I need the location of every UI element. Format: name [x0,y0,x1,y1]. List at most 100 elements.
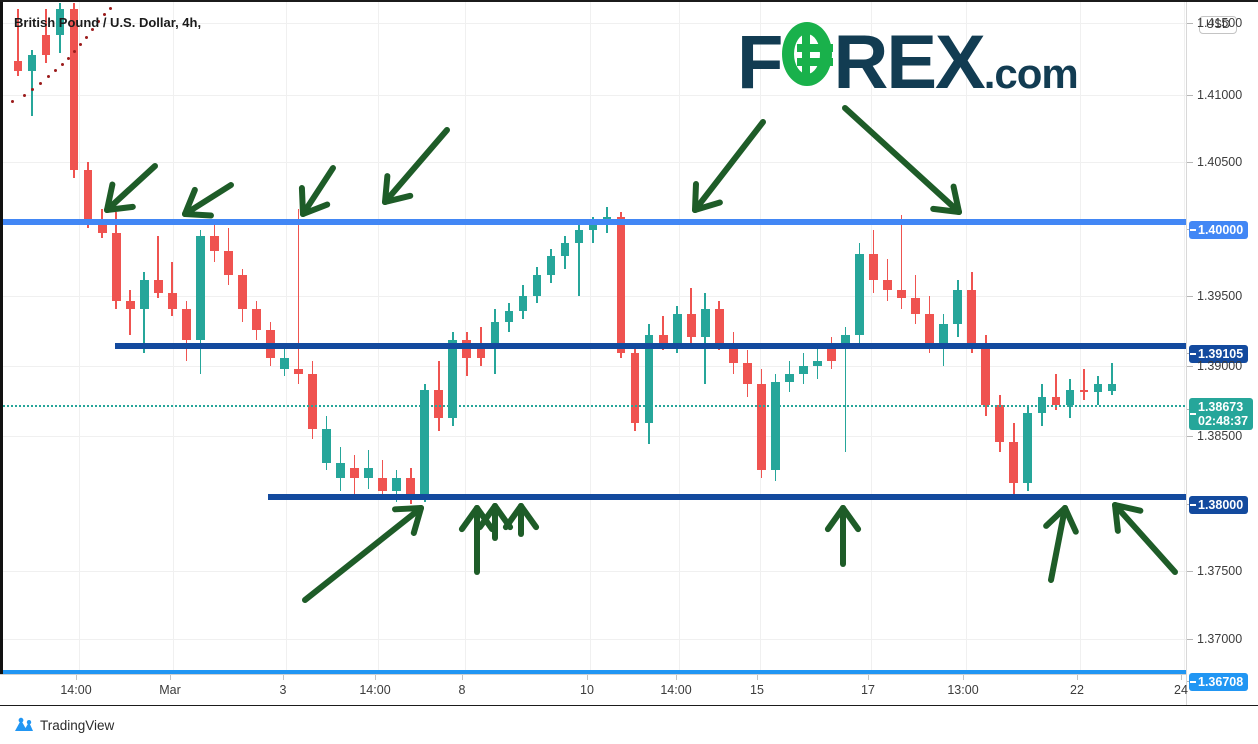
price-badge-value: 1.40000 [1198,223,1244,237]
time-axis-label: 14:00 [660,683,692,697]
time-axis-label: 14:00 [359,683,391,697]
sar-dot [11,100,15,104]
sar-dot [47,75,51,79]
support-1-38000[interactable] [268,494,1186,500]
badge-dash-icon [1190,504,1196,506]
sar-dot [61,63,65,67]
sar-dot [109,7,113,11]
logo-dotcom: .com [983,50,1079,97]
price-badge-value: 1.39105 [1198,347,1244,361]
vertical-gridline [590,2,591,674]
horizontal-gridline [3,571,1186,572]
up-arrow-3 [476,503,514,541]
time-axis-label: 3 [279,683,287,697]
sar-dot [54,69,58,73]
down-arrow-2 [182,182,234,219]
price-badge[interactable]: 1.38673 02:48:37 [1189,398,1254,430]
horizontal-gridline [3,23,1186,24]
time-axis[interactable]: 14:00 Mar 3 14:00 8 10 14:00 15 17 13:00 22 24 [0,674,1188,705]
horizontal-gridline [3,95,1186,96]
down-arrow-3 [298,165,336,217]
footer-bar: TradingView [0,706,1258,744]
price-badge[interactable]: 1.38000 [1189,496,1249,514]
chart-plot-area[interactable] [0,2,1186,674]
price-badge-value: 1.38000 [1198,498,1244,512]
time-tick [757,675,758,680]
time-tick [587,675,588,680]
price-badge[interactable]: 1.40000 [1189,221,1249,239]
up-arrow-6 [1043,505,1079,583]
time-axis-label: 14:00 [60,683,92,697]
time-tick [283,675,284,680]
time-axis-label: 13:00 [947,683,979,697]
price-tick [1187,162,1193,163]
time-tick [170,675,171,680]
time-axis-label: 8 [458,683,466,697]
sar-dot [23,94,27,98]
price-tick [1187,296,1193,297]
resistance-1-40000[interactable] [3,219,1186,225]
time-axis-label: 24 [1174,683,1188,697]
support-1-39105[interactable] [115,343,1186,349]
tradingview-logo-icon [15,717,33,731]
horizontal-gridline [3,639,1186,640]
up-arrow-5 [824,505,862,567]
vertical-gridline [1080,2,1081,674]
time-tick [868,675,869,680]
time-tick [963,675,964,680]
tradingview-label: TradingView [40,717,115,733]
price-badge[interactable]: 1.36708 [1189,673,1249,691]
price-tick [1187,571,1193,572]
sar-dot [79,43,83,47]
sar-dot [73,50,77,54]
sar-dot [103,13,107,17]
down-arrow-4 [382,127,450,205]
price-tick [1187,23,1193,24]
price-axis-label: 1.38500 [1197,429,1243,443]
annotation-arrows [104,105,1178,603]
time-axis-label: Mar [159,683,181,697]
price-axis-label: 1.41000 [1197,88,1243,102]
price-axis-label: 1.40500 [1197,155,1243,169]
time-tick [462,675,463,680]
price-tick [1187,95,1193,96]
price-tick [1187,436,1193,437]
time-tick [1077,675,1078,680]
up-arrow-7 [1112,502,1178,575]
down-arrow-5 [692,119,766,213]
badge-dash-icon [1190,353,1196,355]
price-badge[interactable]: 1.39105 [1189,345,1249,363]
sar-dot [85,36,89,40]
vertical-gridline [760,2,761,674]
price-axis[interactable]: USD 1.41500 1.41000 1.40500 1.40000 1.39500 1… [1186,2,1258,705]
currency-badge: USD [1199,16,1238,34]
horizontal-gridline [3,162,1186,163]
down-arrow-1 [104,163,158,213]
vertical-gridline [465,2,466,674]
sar-dot [39,82,43,86]
vertical-gridline [1184,2,1185,674]
time-tick [1181,675,1182,680]
up-arrow-4 [502,503,540,537]
sar-dot [97,20,101,24]
vertical-gridline [378,2,379,674]
vertical-gridline [966,2,967,674]
price-axis-label: 1.41500 [1197,16,1243,30]
time-tick [76,675,77,680]
sar-dot [31,88,35,92]
sar-dot [67,57,71,61]
price-axis-label: 1.39500 [1197,289,1243,303]
price-tick [1187,366,1193,367]
down-arrow-6 [842,105,962,215]
horizontal-gridline [3,436,1186,437]
badge-dash-icon [1190,681,1196,683]
level-1-36708[interactable] [3,670,1186,674]
current-price-dotted-line [3,405,1186,407]
forex-com-logo: F REX .com [737,18,1079,101]
time-axis-label: 22 [1070,683,1084,697]
chart-frame: British Pound / U.S. Dollar, 4h, F REX .… [0,0,1258,706]
forex-euro-o-icon [779,18,835,88]
time-axis-label: 17 [861,683,875,697]
vertical-gridline [871,2,872,674]
